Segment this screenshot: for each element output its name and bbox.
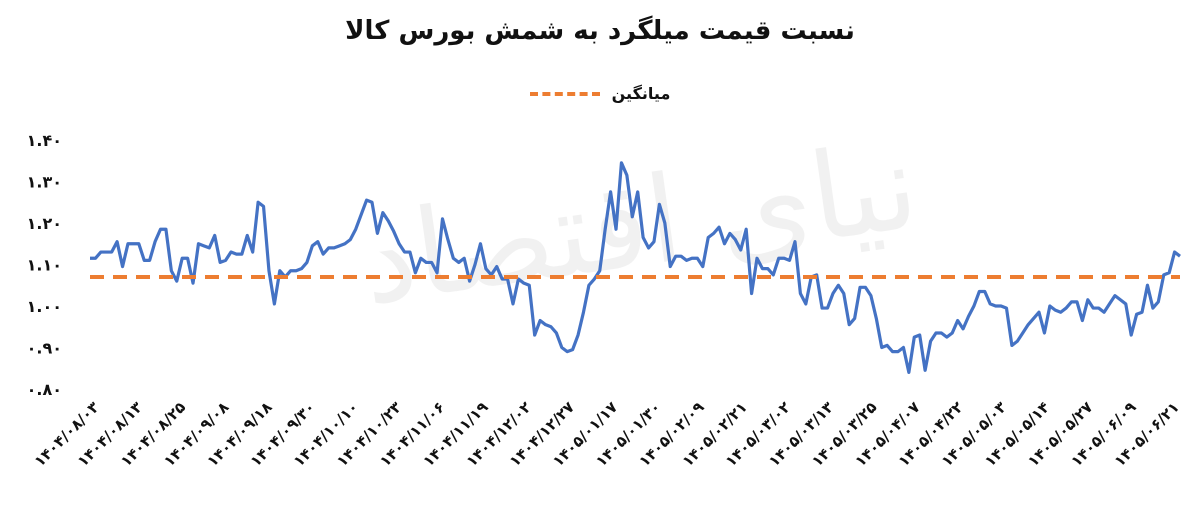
x-axis: ۱۴۰۴/۰۸/۰۳۱۴۰۴/۰۸/۱۳۱۴۰۴/۰۸/۲۵۱۴۰۴/۰۹/۰۸… — [31, 398, 1183, 470]
ratio-series-line — [90, 161, 1181, 374]
legend-label-average: میانگین — [611, 84, 671, 103]
y-tick-label: ۱.۰۰ — [27, 297, 62, 316]
y-tick-label: ۰.۸۰ — [27, 380, 62, 399]
y-tick-label: ۱.۴۰ — [27, 131, 62, 150]
legend: میانگین — [0, 84, 1200, 103]
chart-title: نسبت قیمت میلگرد به شمش بورس کالا — [345, 16, 855, 46]
y-tick-label: ۱.۱۰ — [27, 256, 62, 275]
legend-swatch-dashed — [529, 91, 600, 96]
y-tick-label: ۰.۹۰ — [27, 339, 62, 358]
y-axis: ۱.۴۰ ۱.۳۰ ۱.۲۰ ۱.۱۰ ۱.۰۰ ۰.۹۰ ۰.۸۰ — [27, 131, 62, 399]
y-tick-label: ۱.۳۰ — [27, 173, 62, 192]
y-tick-label: ۱.۲۰ — [27, 214, 62, 233]
series-lines — [90, 161, 1181, 374]
